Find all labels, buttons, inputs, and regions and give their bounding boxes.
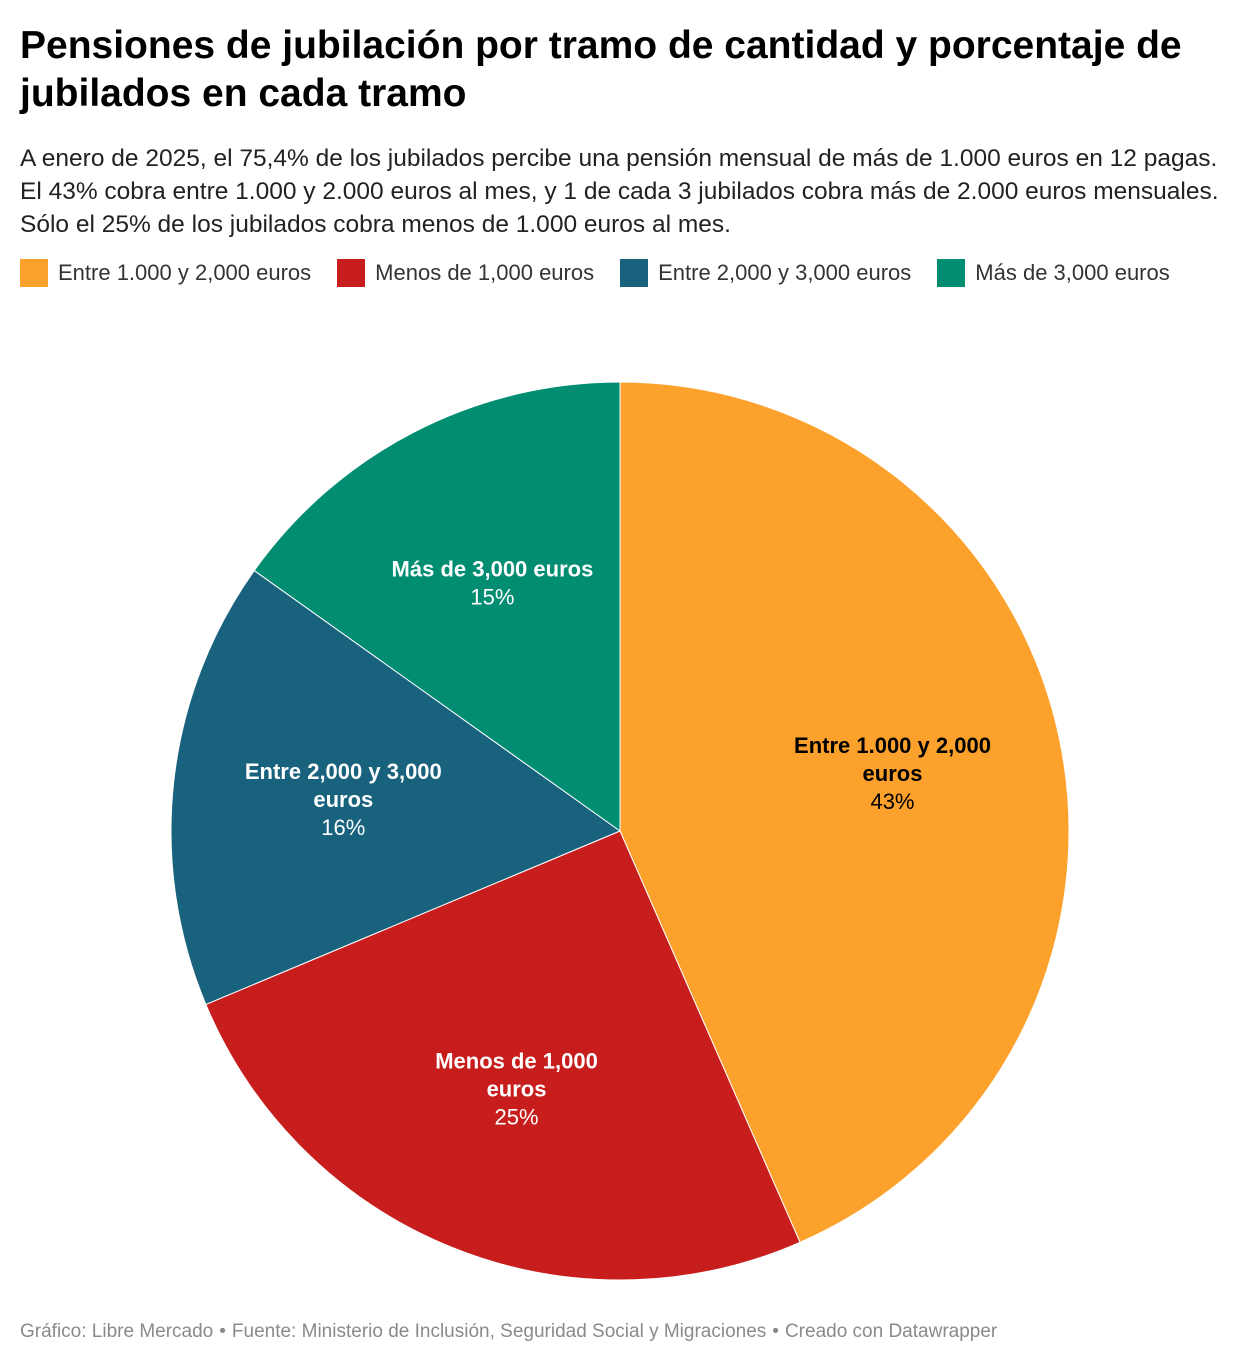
legend-item: Entre 2,000 y 3,000 euros <box>620 259 911 287</box>
pie-chart: Entre 1.000 y 2,000 euros 43% Menos de 1,00… <box>170 381 1070 1281</box>
legend-item: Menos de 1,000 euros <box>337 259 594 287</box>
chart-source: Fuente: Ministerio de Inclusión, Segurid… <box>231 1321 767 1342</box>
slice-label: Más de 3,000 euros <box>392 557 594 582</box>
slice-value-label: 16% <box>321 815 365 840</box>
slice-label-group: Entre 2,000 y 3,000 euros 16% <box>245 759 442 840</box>
legend-item: Entre 1.000 y 2,000 euros <box>20 259 311 287</box>
legend-swatch <box>620 259 649 287</box>
pie-slice <box>619 381 1070 1243</box>
slice-value-label: 15% <box>470 585 514 610</box>
legend-label: Entre 2,000 y 3,000 euros <box>658 260 912 285</box>
legend-swatch <box>20 259 48 287</box>
chart-title: Pensiones de jubilación por tramo de can… <box>20 24 1182 115</box>
chart-footer: Gráfico: Libre Mercado • Fuente: Ministeri… <box>20 1321 998 1342</box>
slice-value-label: 25% <box>495 1104 539 1129</box>
pie-slice <box>170 569 622 1006</box>
slice-value-label: 43% <box>870 789 914 814</box>
slice-label-group: Más de 3,000 euros 15% <box>392 557 594 610</box>
legend-item: Más de 3,000 euros <box>937 259 1170 287</box>
pie-slice <box>253 381 621 832</box>
legend-label: Entre 1.000 y 2,000 euros <box>58 260 312 285</box>
slice-label-group: Entre 1.000 y 2,000 euros 43% <box>794 733 991 814</box>
slice-label: Entre 2,000 y 3,000 euros <box>245 759 442 812</box>
chart-credit: Gráfico: Libre Mercado <box>20 1321 214 1342</box>
legend-swatch <box>937 259 966 287</box>
slice-label: Entre 1.000 y 2,000 euros <box>794 733 991 786</box>
legend: Entre 1.000 y 2,000 euros Menos de 1,000… <box>20 259 1220 287</box>
chart-tool-credit: Creado con Datawrapper <box>784 1321 998 1342</box>
slice-label-group: Menos de 1,000 euros 25% <box>435 1048 598 1129</box>
legend-swatch <box>337 259 366 287</box>
chart-subtitle: A enero de 2025, el 75,4% de los jubilad… <box>20 145 1219 238</box>
legend-label: Menos de 1,000 euros <box>375 260 595 285</box>
slice-label: Menos de 1,000 euros <box>435 1048 598 1101</box>
pie-slice <box>205 830 801 1281</box>
legend-label: Más de 3,000 euros <box>975 260 1170 285</box>
